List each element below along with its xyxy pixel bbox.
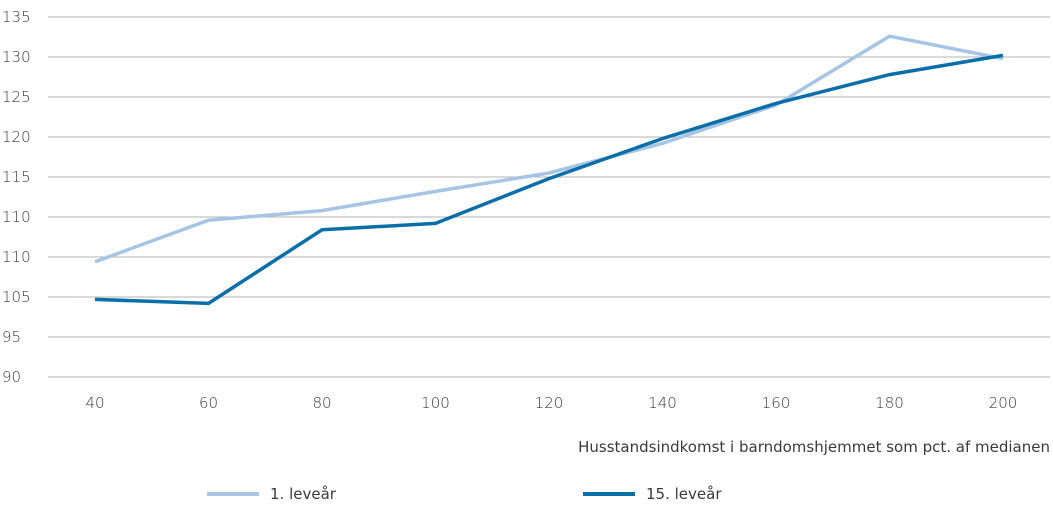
x-tick-label: 100 [421,394,450,412]
legend: 1. leveår 15. leveår [207,485,722,503]
y-tick-label: 95 [2,328,21,346]
x-tick-label: 60 [199,394,218,412]
y-tick-label: 115 [2,168,31,186]
y-tick-label: 135 [2,8,31,26]
x-tick-label: 80 [312,394,331,412]
x-axis-label: Husstandsindkomst i barndomshjemmet som … [578,438,1050,456]
y-tick-label: 125 [2,88,31,106]
x-tick-label: 140 [648,394,677,412]
legend-label-1: 1. leveår [270,485,337,503]
x-tick-label: 40 [85,394,104,412]
series-lines [94,34,1004,306]
y-tick-label: 120 [2,128,31,146]
x-tick-label: 160 [762,394,791,412]
x-tick-label: 200 [989,394,1018,412]
series-line-2 [94,53,1004,306]
gridlines [48,16,1050,378]
y-tick-label: 105 [2,288,31,306]
x-tick-label: 180 [875,394,904,412]
y-axis-ticks: 90 95 105 110 110 115 120 125 130 135 [2,8,31,386]
y-tick-label: 90 [2,368,21,386]
x-axis-ticks: 40 60 80 100 120 140 160 180 200 [85,394,1017,412]
y-tick-label: 110 [2,208,31,226]
series-line-1 [94,34,1004,264]
legend-label-2: 15. leveår [646,485,722,503]
y-tick-label: 110 [2,248,31,266]
y-tick-label: 130 [2,48,31,66]
x-tick-label: 120 [535,394,564,412]
